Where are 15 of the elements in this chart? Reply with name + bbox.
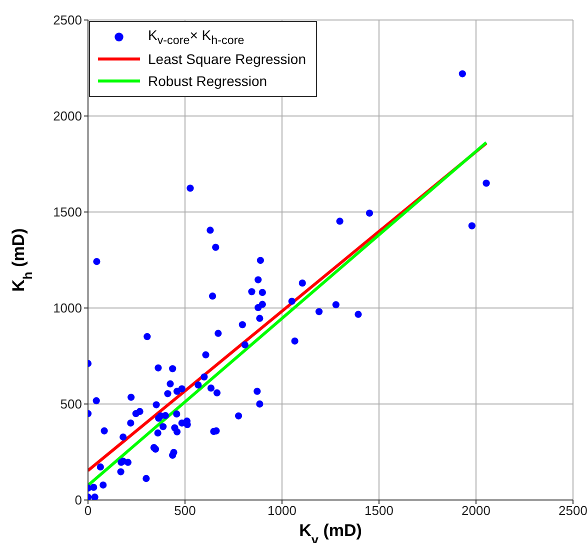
y-tick-label: 1000 <box>53 300 82 316</box>
y-tick-label: 2000 <box>53 108 82 124</box>
x-tick-label: 1500 <box>364 503 394 518</box>
legend-label: Robust Regression <box>148 73 268 89</box>
legend-label: Least Square Regression <box>148 51 306 67</box>
y-tick-label: 1500 <box>53 204 82 220</box>
x-tick-label: 0 <box>84 503 92 518</box>
x-tick-label: 2000 <box>462 503 490 518</box>
x-tick-label: 2500 <box>558 503 587 518</box>
x-tick-label: 1000 <box>268 503 296 518</box>
y-tick-label: 500 <box>60 396 82 412</box>
legend-label: K$_{v-core}$× K$_{h-core}$ <box>148 27 244 47</box>
x-tick-label: 500 <box>174 503 196 518</box>
y-tick-label: 2500 <box>53 12 82 28</box>
y-tick-label: 0 <box>74 492 82 508</box>
